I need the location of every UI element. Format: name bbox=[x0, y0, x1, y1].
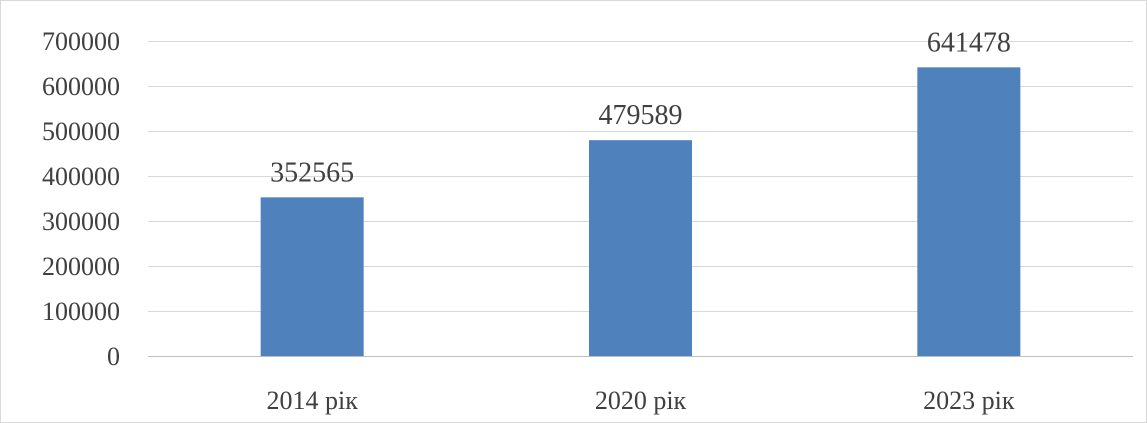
bar bbox=[589, 140, 692, 356]
bar-value-label: 479589 bbox=[599, 100, 683, 131]
bar bbox=[917, 67, 1021, 356]
bar-value-label: 352565 bbox=[270, 157, 354, 188]
data-labels: 352565 479589 641478 bbox=[270, 27, 1011, 188]
y-tick-label: 100000 bbox=[42, 297, 120, 326]
y-tick-label: 400000 bbox=[42, 162, 120, 191]
bar bbox=[260, 197, 364, 356]
y-tick-label: 0 bbox=[107, 342, 120, 371]
bar-value-label: 641478 bbox=[927, 27, 1011, 58]
y-axis-ticks: 0 100000 200000 300000 400000 500000 600000 700… bbox=[42, 27, 120, 371]
x-tick-label: 2020 рік bbox=[595, 386, 687, 415]
y-tick-label: 500000 bbox=[42, 117, 120, 146]
y-tick-label: 700000 bbox=[42, 27, 120, 56]
bars bbox=[260, 67, 1021, 356]
y-tick-label: 600000 bbox=[42, 72, 120, 101]
y-tick-label: 200000 bbox=[42, 252, 120, 281]
x-tick-label: 2023 рік bbox=[923, 386, 1015, 415]
x-axis-ticks: 2014 рік 2020 рік 2023 рік bbox=[266, 386, 1014, 415]
x-tick-label: 2014 рік bbox=[266, 386, 358, 415]
y-tick-label: 300000 bbox=[42, 207, 120, 236]
